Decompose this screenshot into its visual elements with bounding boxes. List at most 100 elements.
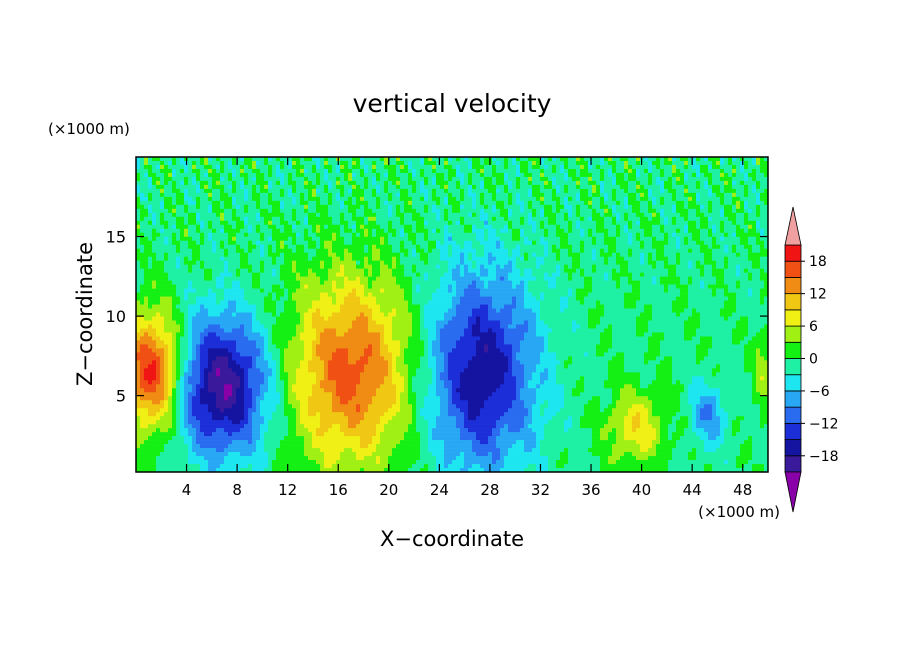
field-cell: [436, 268, 441, 273]
field-cell: [420, 196, 425, 202]
field-cell: [640, 256, 645, 261]
field-cell: [464, 240, 469, 246]
field-cell: [140, 236, 145, 242]
field-cell: [232, 200, 237, 206]
field-cell: [184, 248, 189, 253]
field-cell: [500, 176, 505, 182]
field-cell: [576, 164, 581, 170]
field-cell: [160, 188, 165, 194]
field-cell: [556, 212, 561, 218]
field-cell: [660, 220, 665, 226]
field-cell: [260, 180, 265, 186]
field-cell: [376, 220, 381, 226]
field-cell: [740, 172, 745, 178]
field-cell: [480, 264, 485, 269]
field-cell: [584, 164, 589, 170]
field-cell: [560, 164, 565, 170]
field-cell: [672, 224, 677, 230]
field-cell: [152, 236, 157, 242]
field-cell: [632, 240, 637, 246]
field-cell: [488, 260, 493, 265]
field-cell: [732, 216, 737, 222]
field-cell: [548, 180, 553, 186]
field-cell: [456, 208, 461, 214]
field-cell: [140, 200, 145, 206]
field-cell: [168, 244, 173, 250]
field-cell: [620, 168, 625, 174]
field-cell: [300, 180, 305, 186]
field-cell: [440, 176, 445, 182]
field-cell: [656, 252, 661, 257]
field-cell: [200, 240, 205, 246]
field-cell: [468, 196, 473, 202]
field-cell: [364, 212, 369, 218]
field-cell: [492, 276, 497, 281]
field-cell: [552, 220, 557, 226]
field-cell: [764, 228, 768, 234]
field-cell: [588, 272, 593, 277]
field-cell: [224, 172, 229, 178]
field-cell: [252, 180, 257, 186]
field-cell: [428, 272, 433, 277]
field-cell: [248, 160, 253, 166]
field-cell: [684, 232, 689, 238]
field-cell: [344, 200, 349, 206]
field-cell: [192, 220, 197, 226]
field-cell: [752, 264, 757, 269]
field-cell: [632, 232, 637, 238]
field-cell: [284, 180, 289, 186]
field-cell: [632, 168, 637, 174]
field-cell: [716, 264, 721, 269]
field-cell: [676, 232, 681, 238]
field-cell: [472, 276, 477, 281]
field-cell: [540, 204, 545, 210]
field-cell: [180, 224, 185, 230]
field-cell: [652, 200, 657, 206]
field-cell: [660, 236, 665, 242]
field-cell: [488, 228, 493, 234]
field-cell: [396, 204, 401, 210]
field-cell: [232, 232, 237, 238]
field-cell: [456, 248, 461, 253]
field-cell: [268, 236, 273, 242]
field-cell: [444, 172, 449, 178]
field-cell: [628, 196, 633, 202]
field-cell: [384, 220, 389, 226]
field-cell: [272, 200, 277, 206]
field-cell: [664, 264, 669, 269]
field-cell: [676, 220, 681, 226]
field-cell: [616, 268, 621, 273]
field-cell: [496, 272, 501, 277]
field-cell: [568, 252, 573, 257]
field-cell: [244, 280, 249, 285]
field-cell: [296, 200, 301, 206]
field-cell: [436, 252, 441, 257]
field-cell: [484, 268, 489, 273]
field-cell: [436, 176, 441, 182]
field-cell: [160, 272, 165, 277]
field-cell: [372, 196, 377, 202]
field-cell: [464, 172, 469, 178]
field-cell: [332, 164, 337, 170]
field-cell: [756, 244, 761, 250]
field-cell: [328, 236, 333, 242]
field-cell: [372, 164, 377, 170]
field-cell: [556, 188, 561, 194]
field-cell: [264, 276, 269, 281]
field-cell: [596, 244, 601, 250]
field-cell: [564, 184, 569, 190]
field-cell: [236, 204, 241, 210]
field-cell: [308, 192, 313, 198]
field-cell: [216, 264, 221, 269]
field-cell: [408, 276, 413, 281]
field-cell: [648, 188, 653, 194]
field-cell: [588, 220, 593, 226]
field-cell: [400, 216, 405, 222]
field-cell: [592, 272, 597, 277]
field-cell: [328, 240, 333, 246]
field-cell: [252, 220, 257, 226]
field-cell: [316, 188, 321, 194]
field-cell: [608, 244, 613, 250]
field-cell: [336, 164, 341, 170]
field-cell: [236, 208, 241, 214]
